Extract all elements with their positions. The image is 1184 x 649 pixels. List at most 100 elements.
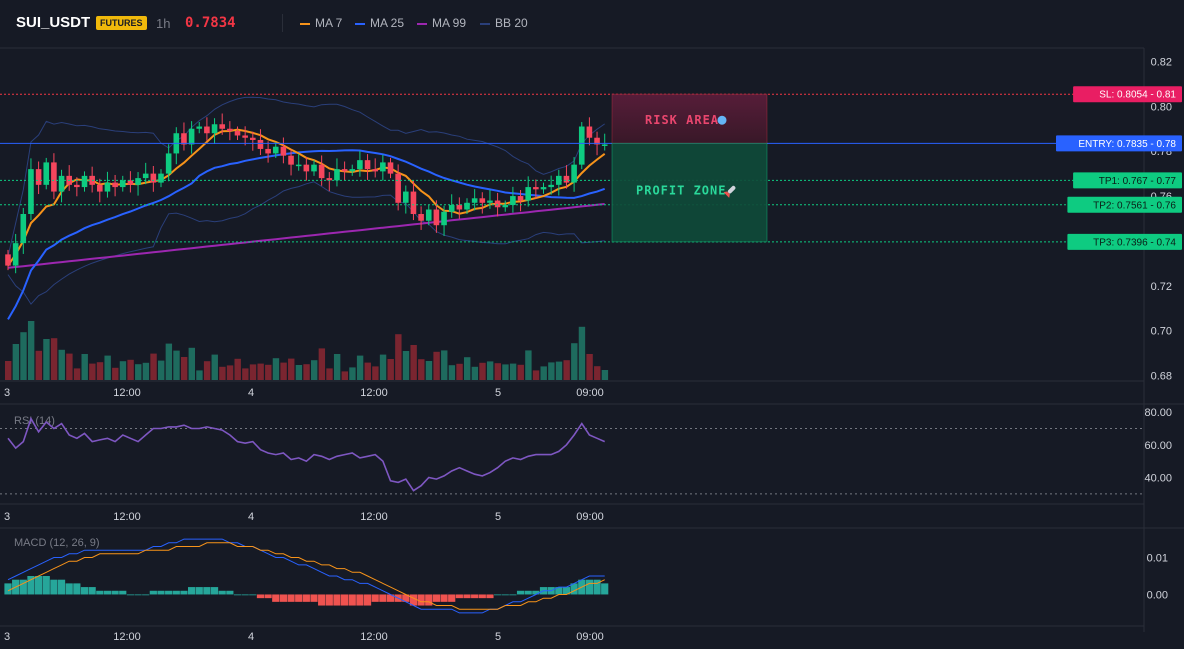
rsi-axis-tick: 80.00 [1144,407,1172,419]
macd-histogram-bar [57,579,66,595]
volume-bar [165,343,173,380]
candle-body [341,169,348,172]
candle-body [502,205,509,208]
macd-histogram-bar [593,579,601,595]
candle-body [12,243,19,266]
macd-histogram-bar [149,590,157,595]
candle-body [127,180,134,185]
macd-histogram-bar [272,594,280,602]
time-axis-tick: 12:00 [360,511,388,523]
macd-histogram-bar [65,583,73,595]
volume-bar [509,363,517,380]
volume-bar [112,367,119,380]
timeframe-label[interactable]: 1h [156,16,171,31]
candle-body [364,160,371,170]
volume-bar [35,350,42,380]
macd-histogram-bar [463,594,471,599]
time-axis-tick: 5 [495,631,501,643]
candle-body [219,124,225,129]
volume-bar [548,362,555,380]
macd-histogram-bar [318,594,326,606]
volume-bar [196,370,203,380]
macd-histogram-bar [417,594,425,606]
candle-body [387,162,394,174]
volume-bar [425,361,433,380]
candle-body [318,164,325,179]
volume-bar [303,364,310,380]
volume-bar [433,351,440,380]
take-profit-2-tag [1067,196,1182,213]
candle-body [81,175,88,188]
futures-badge: FUTURES [96,16,147,30]
macd-histogram-bar [440,594,448,602]
time-axis-tick: 12:00 [113,631,141,643]
macd-histogram-bar [218,590,226,595]
time-axis-tick: 09:00 [576,511,604,523]
time-axis-tick: 3 [4,631,10,643]
macd-histogram-bar [379,594,387,602]
macd-histogram-bar [42,576,50,595]
volume-bar [326,368,333,380]
macd-histogram-bar [363,594,372,606]
price-axis-tick: 0.80 [1151,101,1172,113]
candle-body [43,162,50,185]
candle-body [28,169,34,214]
volume-bar [257,363,264,380]
time-axis-tick: 12:00 [113,387,141,399]
volume-bar [479,362,486,380]
candle-body [135,178,141,185]
time-axis-tick: 4 [248,631,254,643]
candle-body [303,164,310,172]
candle-body [150,173,157,183]
macd-histogram-bar [172,590,180,595]
volume-bar [180,357,188,380]
take-profit-3-tag-label: TP3: 0.7396 - 0.74 [1093,237,1176,248]
legend-ma7[interactable]: MA 7 [300,16,342,30]
legend-bb20[interactable]: BB 20 [480,16,528,30]
candle-body [525,187,531,201]
macd-histogram-bar [532,590,540,595]
candle-body [250,137,256,140]
candle-body [471,198,478,203]
volume-bar [601,370,609,380]
macd-histogram-bar [455,594,463,599]
candle-body [403,191,409,203]
legend-bb20-label: BB 20 [495,16,528,30]
macd-histogram-bar [478,594,486,599]
macd-histogram-bar [249,594,257,596]
volume-bar [50,338,58,380]
risk-area-label: RISK AREA [645,113,719,127]
candle-body [448,205,455,212]
rsi-axis-tick: 60.00 [1144,440,1172,452]
legend-ma25-label: MA 25 [370,16,405,30]
macd-histogram-bar [256,594,265,599]
volume-bar [441,350,448,380]
candle-body [265,148,271,154]
volume-bar [66,353,73,380]
macd-histogram-bar [103,590,112,595]
volume-bar [464,357,471,380]
macd-histogram-bar [524,590,532,595]
legend-ma25[interactable]: MA 25 [355,16,404,30]
macd-histogram-bar [348,594,356,606]
symbol-label[interactable]: SUI_USDT [16,14,91,31]
volume-bar [242,368,249,380]
legend-ma99[interactable]: MA 99 [417,16,466,30]
macd-histogram-bar [287,594,295,602]
candle-body [142,173,149,179]
volume-bar [73,368,81,380]
macd-histogram-bar [279,594,287,602]
candle-body [280,146,287,156]
macd-histogram-bar [325,594,333,606]
volume-bar [387,359,394,380]
macd-signal-line [7,542,605,610]
macd-histogram-bar [188,587,196,595]
entry-tag-label: ENTRY: 0.7835 - 0.78 [1078,139,1176,150]
time-axis-tick: 5 [495,387,501,399]
volume-bar [211,354,218,380]
header-divider [282,14,283,32]
volume-bar [502,364,509,380]
candle-body [311,164,317,172]
macd-histogram-bar [203,587,211,595]
